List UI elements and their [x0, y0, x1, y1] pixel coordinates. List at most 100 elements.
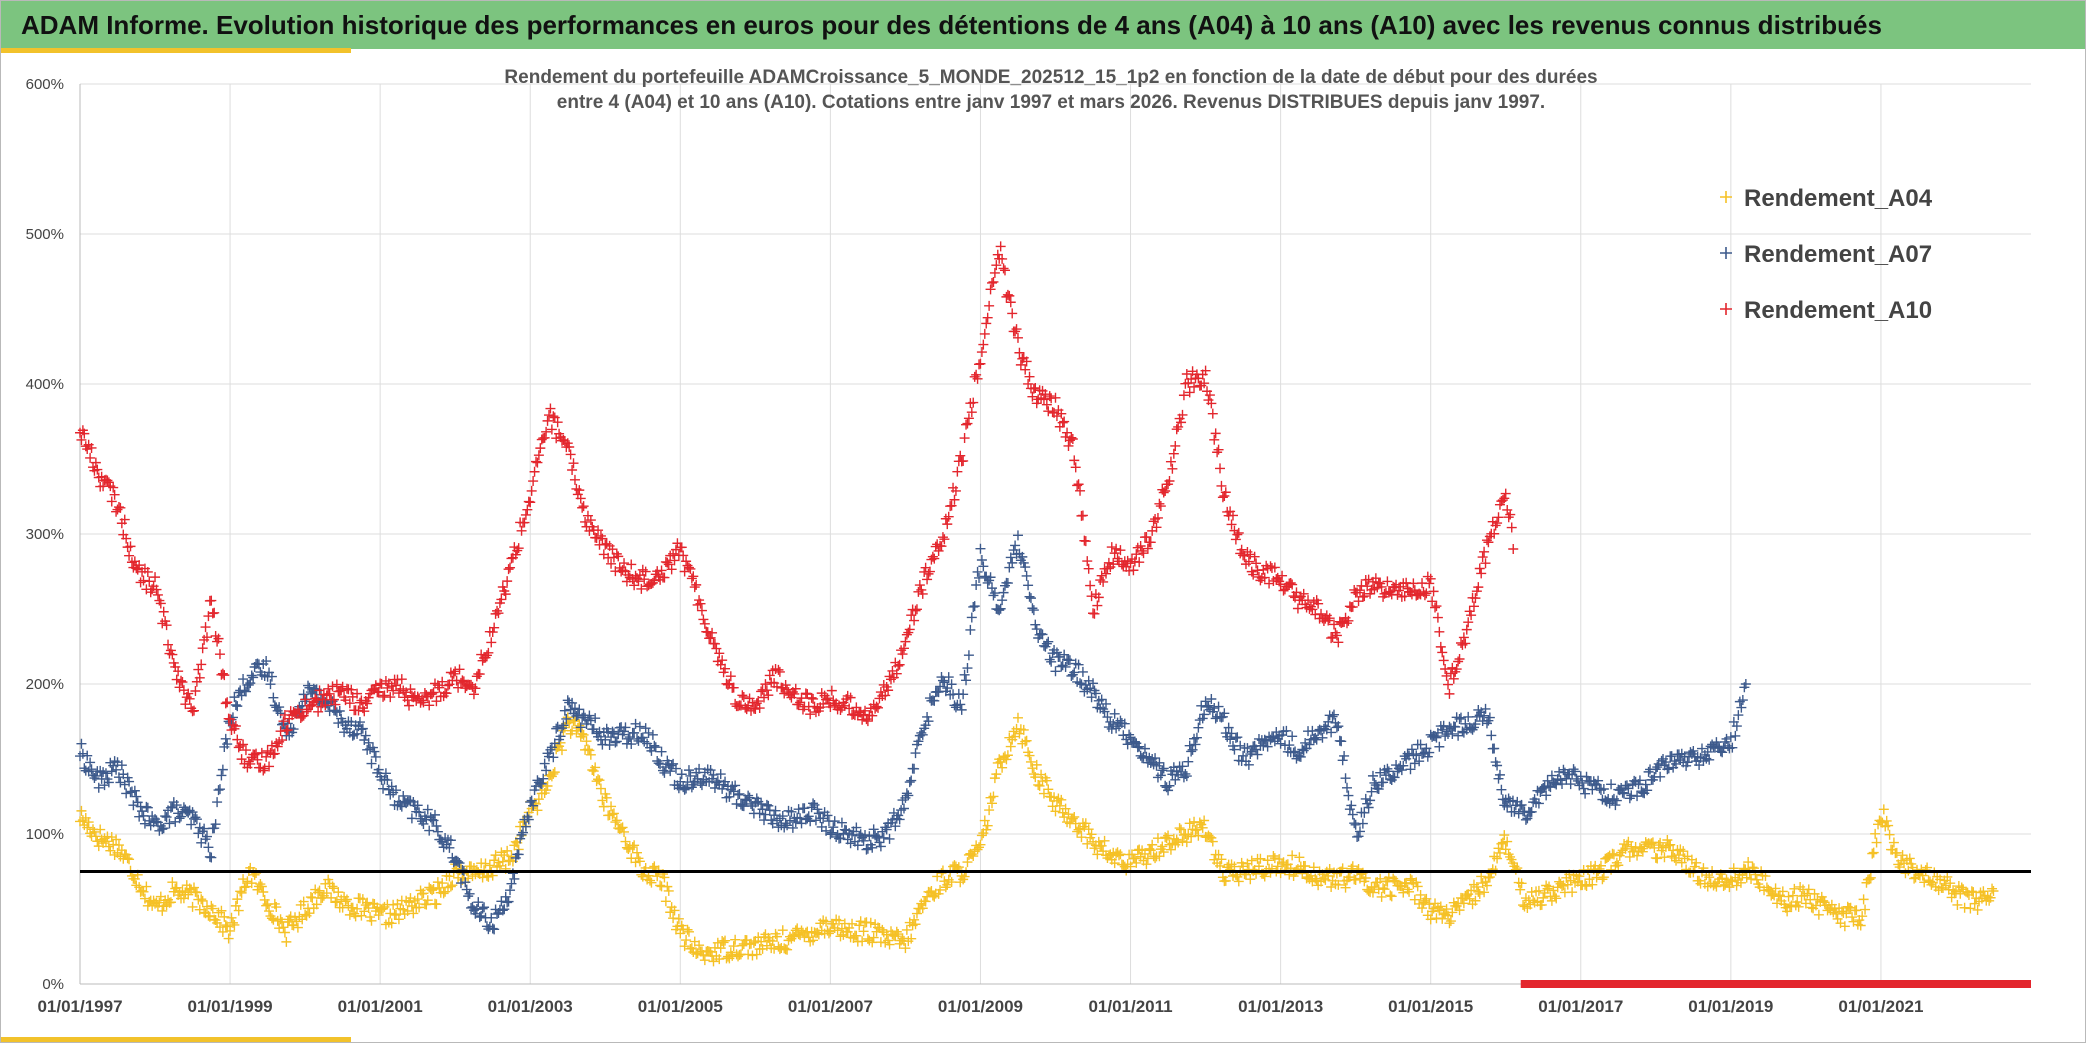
- data-point: [1717, 873, 1728, 884]
- data-point: [961, 419, 972, 430]
- data-point: [1581, 880, 1592, 891]
- data-point: [607, 809, 618, 820]
- data-point: [845, 692, 856, 703]
- data-point: [160, 811, 171, 822]
- data-point: [720, 935, 731, 946]
- data-point: [341, 894, 352, 905]
- data-point: [151, 816, 162, 827]
- data-point: [1073, 479, 1084, 490]
- data-point: [600, 539, 611, 550]
- y-tick-label: 100%: [26, 826, 64, 843]
- data-point: [373, 686, 384, 697]
- data-point: [1083, 563, 1094, 574]
- data-point: [1383, 766, 1394, 777]
- data-point: [1363, 574, 1374, 585]
- data-point: [812, 927, 823, 938]
- data-point: [83, 817, 94, 828]
- data-point: [1141, 531, 1152, 542]
- data-point: [978, 339, 989, 350]
- data-point: [1650, 764, 1661, 775]
- data-point: [748, 937, 759, 948]
- data-point: [1424, 578, 1435, 589]
- data-point: [1099, 835, 1110, 846]
- data-point: [441, 688, 452, 699]
- data-point: [891, 668, 902, 679]
- data-point: [1043, 636, 1054, 647]
- data-point: [535, 443, 546, 454]
- data-point: [232, 701, 243, 712]
- data-point: [975, 543, 986, 554]
- data-point: [1174, 823, 1185, 834]
- data-point: [969, 601, 980, 612]
- data-point: [1252, 749, 1263, 760]
- data-point: [1515, 800, 1526, 811]
- data-point: [1024, 371, 1035, 382]
- data-point: [1142, 543, 1153, 554]
- data-point: [906, 610, 917, 621]
- data-point: [447, 880, 458, 891]
- data-point: [683, 926, 694, 937]
- data-point: [1050, 806, 1061, 817]
- data-point: [567, 465, 578, 476]
- data-point: [239, 685, 250, 696]
- data-point: [1275, 738, 1286, 749]
- data-point: [251, 748, 262, 759]
- data-point: [875, 841, 886, 852]
- data-point: [1438, 720, 1449, 731]
- data-point: [562, 695, 573, 706]
- data-point: [1978, 886, 1989, 897]
- data-point: [629, 727, 640, 738]
- data-point: [1724, 882, 1735, 893]
- data-point: [1763, 884, 1774, 895]
- data-point: [542, 781, 553, 792]
- data-point: [1637, 846, 1648, 857]
- data-point: [1421, 893, 1432, 904]
- data-point: [1090, 688, 1101, 699]
- data-point: [1727, 742, 1738, 753]
- data-point: [611, 815, 622, 826]
- data-point: [851, 822, 862, 833]
- data-point: [844, 703, 855, 714]
- data-point: [1437, 724, 1448, 735]
- data-point: [1392, 589, 1403, 600]
- data-point: [92, 464, 103, 475]
- data-point: [803, 811, 814, 822]
- data-point: [577, 728, 588, 739]
- data-point: [955, 699, 966, 710]
- data-point: [578, 501, 589, 512]
- data-point: [455, 878, 466, 889]
- data-point: [1632, 850, 1643, 861]
- data-point: [209, 607, 220, 618]
- data-point: [1020, 562, 1031, 573]
- data-point: [1470, 719, 1481, 730]
- data-point: [1044, 391, 1055, 402]
- data-point: [1577, 777, 1588, 788]
- data-point: [694, 763, 705, 774]
- data-point: [924, 566, 935, 577]
- data-point: [489, 622, 500, 633]
- data-point: [1839, 921, 1850, 932]
- data-point: [1021, 570, 1032, 581]
- data-point: [1678, 846, 1689, 857]
- data-point: [984, 805, 995, 816]
- data-point: [1454, 905, 1465, 916]
- data-point: [1453, 730, 1464, 741]
- data-point: [861, 844, 872, 855]
- data-point: [505, 562, 516, 573]
- data-point: [158, 823, 169, 834]
- data-point: [137, 885, 148, 896]
- data-point: [526, 795, 537, 806]
- data-point: [1587, 879, 1598, 890]
- data-point: [176, 811, 187, 822]
- data-point: [503, 564, 514, 575]
- data-point: [981, 824, 992, 835]
- data-point: [490, 850, 501, 861]
- data-point: [320, 700, 331, 711]
- y-tick-label: 500%: [26, 226, 64, 243]
- data-point: [1307, 604, 1318, 615]
- data-point: [124, 776, 135, 787]
- data-point: [398, 790, 409, 801]
- data-point: [1554, 766, 1565, 777]
- data-point: [1021, 735, 1032, 746]
- data-point: [1342, 782, 1352, 793]
